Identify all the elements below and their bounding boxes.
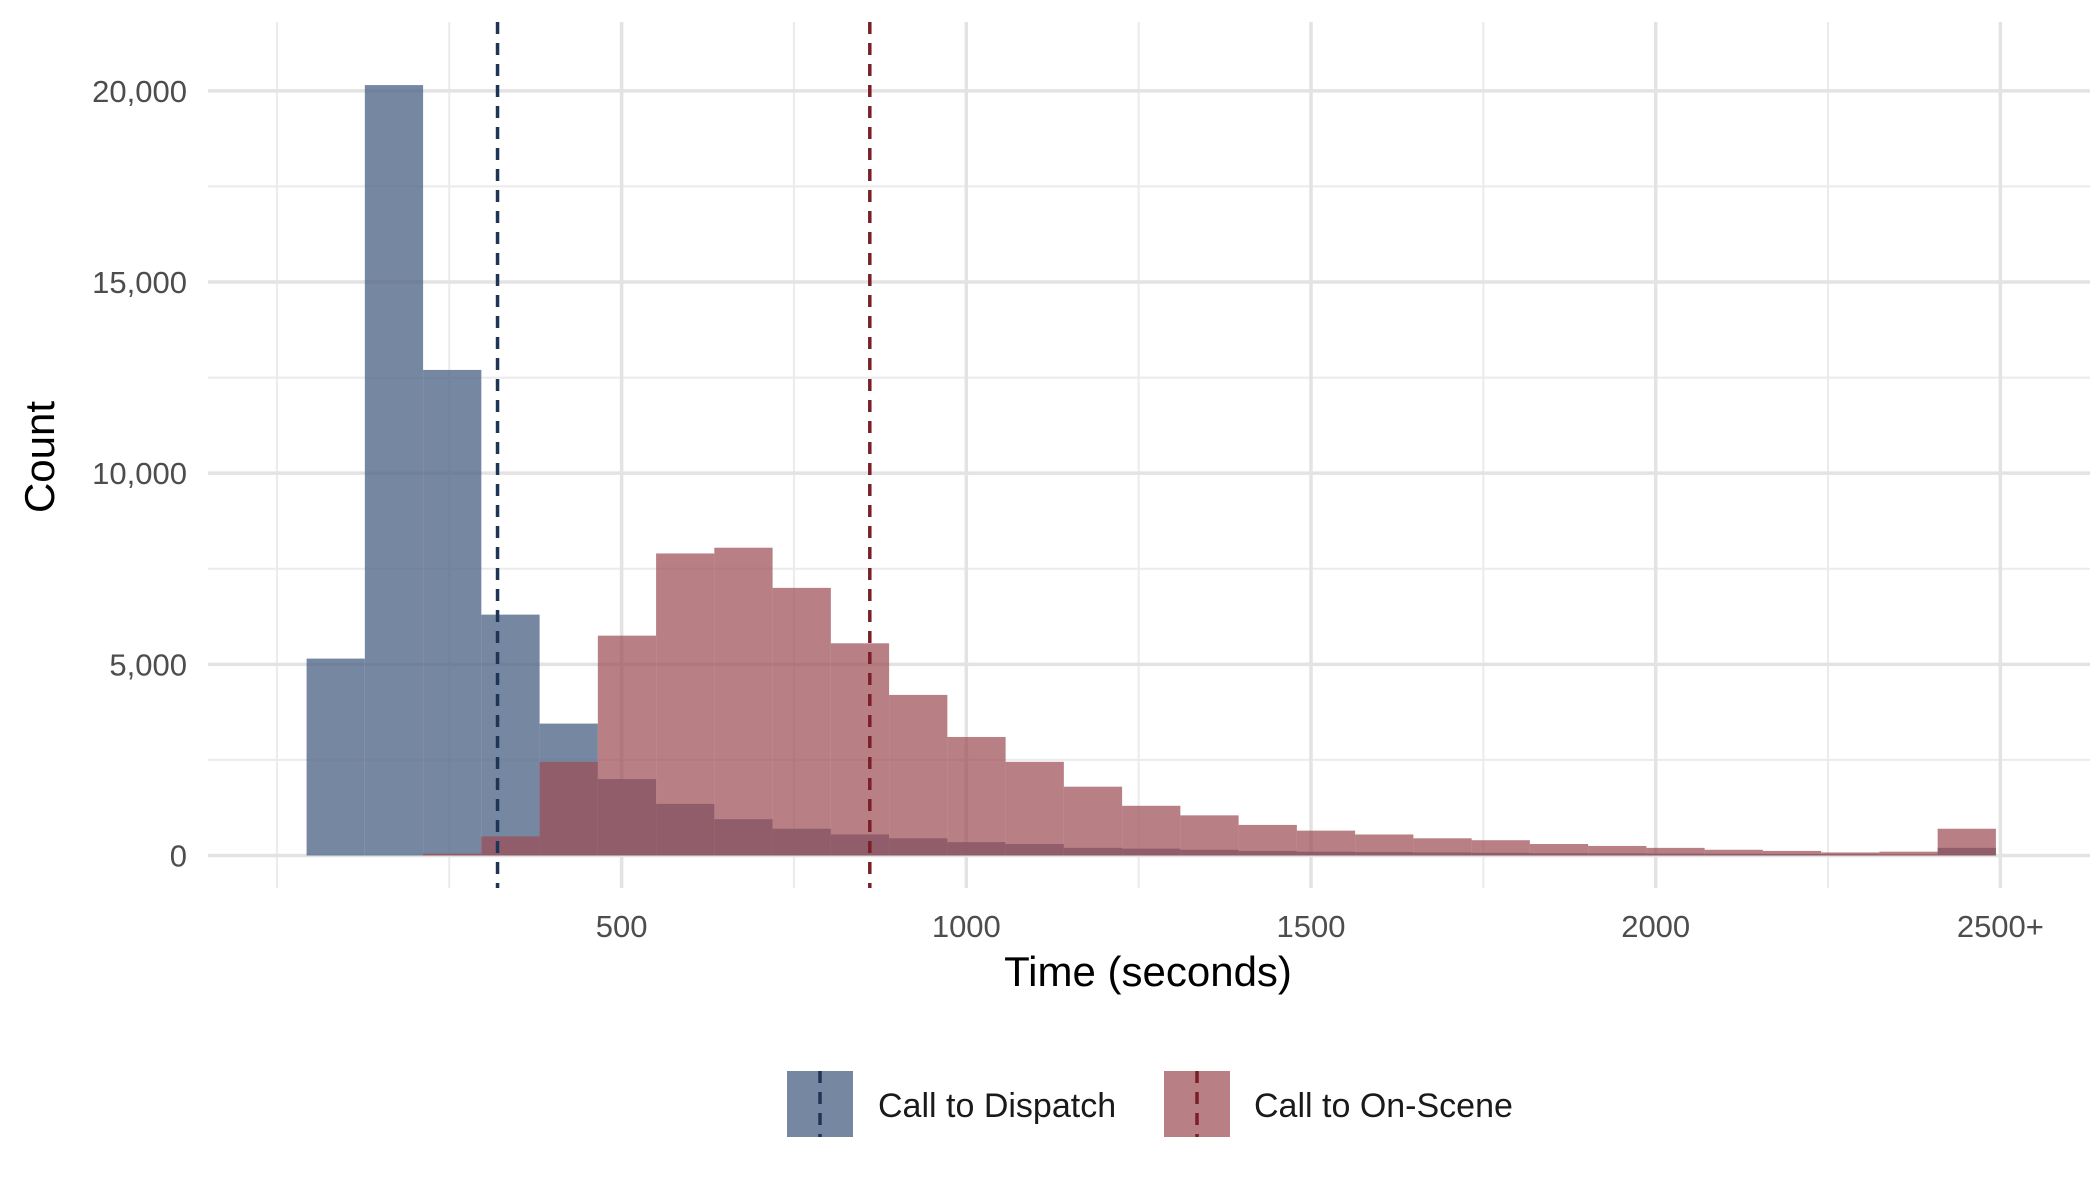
histogram-bar: [1296, 830, 1356, 856]
histogram-bar: [772, 587, 831, 856]
y-tick-label: 15,000: [92, 265, 187, 300]
x-axis-title: Time (seconds): [1004, 948, 1292, 995]
histogram-bar: [1588, 845, 1647, 856]
histogram-bar: [656, 553, 715, 856]
y-tick-label: 20,000: [92, 74, 187, 109]
histogram-bar: [1063, 786, 1123, 856]
histogram-bar: [1413, 838, 1472, 856]
x-tick-label: 500: [596, 909, 648, 944]
histogram-bar: [1529, 844, 1589, 856]
legend-item-on-scene: Call to On-Scene: [1164, 1071, 1513, 1137]
histogram-bar: [481, 836, 540, 856]
histogram-bar: [423, 369, 482, 856]
legend-item-dispatch: Call to Dispatch: [787, 1071, 1116, 1137]
histogram-bar: [1355, 834, 1414, 856]
mean-lines: [495, 22, 872, 888]
histogram-bar: [306, 658, 365, 856]
legend-label-dispatch: Call to Dispatch: [878, 1087, 1116, 1125]
legend: Call to Dispatch Call to On-Scene: [787, 1071, 1513, 1137]
histogram-bar: [423, 853, 482, 856]
histogram-bar: [539, 761, 598, 856]
histogram-bar: [1937, 828, 1996, 856]
histogram-bar: [1821, 852, 1880, 856]
histogram-bar: [1122, 805, 1181, 856]
histogram-bar: [597, 635, 657, 856]
histogram-bar: [947, 736, 1006, 856]
histogram-bar: [1879, 851, 1938, 856]
histogram-bars: [306, 85, 1996, 856]
x-tick-label: 2500+: [1957, 909, 2044, 944]
histogram-bar: [1646, 847, 1705, 856]
histogram-bar: [1762, 850, 1822, 856]
histogram-bar: [1471, 840, 1530, 856]
x-tick-label: 1000: [932, 909, 1001, 944]
legend-label-on-scene: Call to On-Scene: [1254, 1087, 1513, 1125]
histogram-bar: [830, 643, 890, 856]
histogram-bar: [889, 694, 948, 856]
histogram-bar: [364, 85, 424, 856]
histogram-bar: [1238, 824, 1297, 856]
histogram-bar: [1704, 849, 1763, 856]
x-tick-label: 1500: [1277, 909, 1346, 944]
series-dispatch: [306, 85, 1996, 856]
y-tick-label: 10,000: [92, 456, 187, 491]
y-axis-title: Count: [16, 401, 63, 513]
grid-lines: [208, 22, 2090, 888]
series-on-scene: [423, 547, 1996, 856]
histogram-bar: [1005, 761, 1064, 856]
y-tick-label: 5,000: [109, 647, 187, 682]
histogram-bar: [1180, 815, 1239, 856]
histogram-bar: [481, 614, 540, 856]
x-tick-label: 2000: [1621, 909, 1690, 944]
y-tick-label: 0: [170, 839, 187, 874]
tick-labels: 500 1000 1500 2000 2500+ 0 5,000 10,000 15,000 20…: [92, 74, 2044, 944]
histogram-bar: [714, 547, 773, 856]
